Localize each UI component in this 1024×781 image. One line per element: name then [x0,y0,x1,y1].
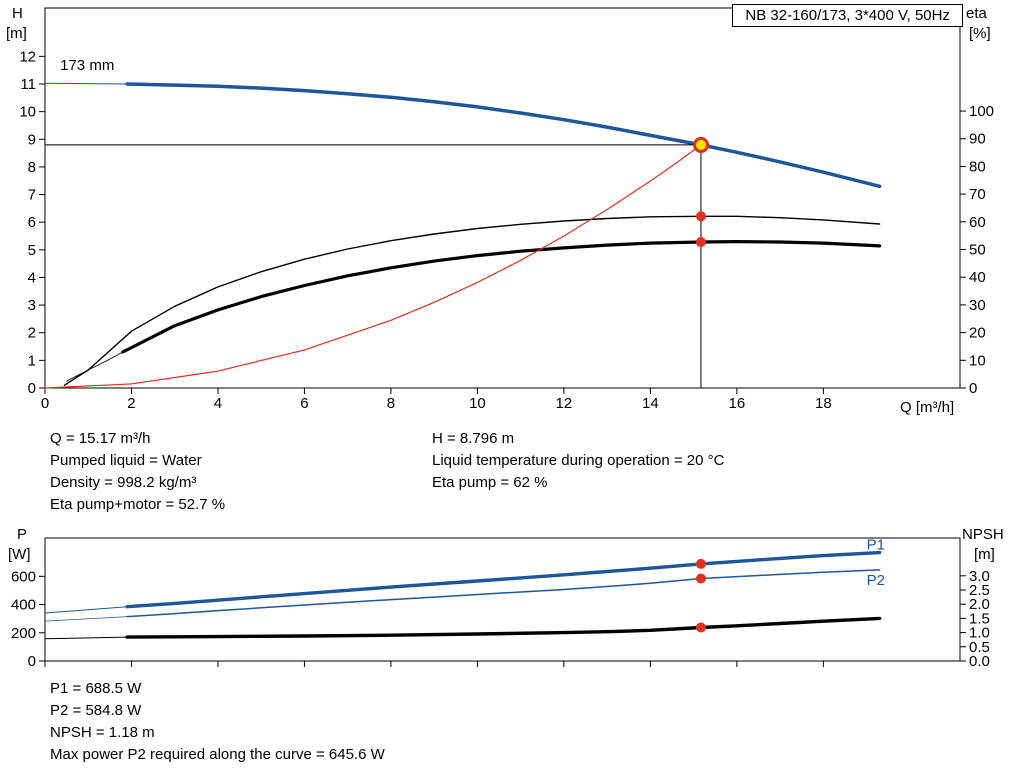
duty-annotations-right: H = 8.796 m Liquid temperature during op… [432,428,724,494]
curve-point-dot [695,211,706,222]
y-left-tick-label: 0 [28,653,36,670]
annotation-npsh: NPSH = 1.18 m [50,724,155,741]
y-right-tick-label: 90 [969,131,986,148]
y-left-tick-label: 5 [28,242,36,259]
y-left-tick-label: 1 [28,352,36,369]
y-right-tick-label: 70 [969,186,986,203]
y-left-tick-label: 12 [19,48,36,65]
series-system-curve [44,144,702,389]
series-h-curve-173mm [125,82,882,189]
series-h-leadin [44,82,128,85]
y-right-tick-label: 10 [969,352,986,369]
chart-1: 0 200 400 600 0.00.51.01.52.02.53.0 P1 P2 [11,537,990,670]
chart-label-173-mm: 173 mm [60,57,114,74]
series-eta-pump-motor [121,240,882,354]
npsh-axis-unit: [m] [974,546,995,563]
x-tick-label: 16 [729,395,746,412]
series-eta-pump-motor-leadin [66,351,124,382]
q-axis-title: Q [m³/h] [900,399,955,416]
plot-frame [44,7,961,389]
annotation-max-power: Max power P2 required along the curve = … [50,746,385,763]
x-tick-label: 18 [815,395,832,412]
pump-model-box: NB 32-160/173, 3*400 V, 50Hz [732,4,963,27]
h-axis-unit: [m] [6,25,27,42]
curve-point-dot [695,573,706,584]
y-right-tick-label: 0.0 [969,653,990,670]
duty-point-marker [692,136,709,153]
y-left-tick-label: 2 [28,325,36,342]
y-right-tick-label: 20 [969,325,986,342]
chart-0: 0 2 4 6 8 10 12 14 16 180123456789101112010203040… [19,7,994,412]
y-left-tick-label: 6 [28,214,36,231]
x-tick-label: 6 [300,395,308,412]
p-axis-title: P [17,526,28,543]
curve-point-dot [695,622,706,633]
y-left-tick-label: 9 [28,131,36,148]
series-p1-leadin [44,606,128,614]
y-left-tick-label: 11 [20,76,36,93]
annotation-pumped-liquid: Pumped liquid = Water [50,452,202,469]
series-npsh-leadin [44,636,128,640]
curve-point-dot [695,237,706,248]
annotation-head: H = 8.796 m [432,430,515,447]
y-left-tick-label: 4 [28,269,36,286]
x-tick-label: 4 [214,395,222,412]
x-tick-label: 14 [642,395,659,412]
series-p1-curve [125,550,882,609]
y-right-tick-label: 60 [969,214,986,231]
y-right-tick-label: 3.0 [969,568,990,585]
npsh-axis-title: NPSH [962,526,1004,543]
y-left-tick-label: 7 [28,187,36,204]
annotation-density: Density = 998.2 kg/m³ [50,474,197,491]
annotation-p2: P2 = 584.8 W [50,702,142,719]
y-left-tick-label: 600 [11,568,36,585]
x-tick-label: 2 [127,395,135,412]
annotation-p1: P1 = 688.5 W [50,680,142,697]
y-right-tick-label: 2.5 [969,582,990,599]
duty-annotations-left: Q = 15.17 m³/h Pumped liquid = Water Den… [50,428,225,516]
y-right-tick-label: 0.5 [969,639,990,656]
series-p2-leadin [44,616,128,622]
plot-frame [44,537,961,662]
annotation-eta-pump: Eta pump = 62 % [432,474,548,491]
chart-label-p1: P1 [867,537,885,554]
curve-point-dot [695,558,706,569]
y-right-tick-label: 2.0 [969,596,990,613]
annotation-eta-pump-motor: Eta pump+motor = 52.7 % [50,496,226,513]
series-p2-curve [126,569,881,618]
y-left-tick-label: 3 [28,297,36,314]
power-annotations: P1 = 688.5 W P2 = 584.8 W NPSH = 1.18 m … [50,678,385,766]
annotation-flow: Q = 15.17 m³/h [50,430,151,447]
eta-axis-unit: [%] [969,25,991,42]
y-right-tick-label: 1.5 [969,610,990,627]
y-left-tick-label: 0 [28,380,36,397]
y-right-tick-label: 30 [969,297,986,314]
y-left-tick-label: 200 [11,625,36,642]
y-left-tick-label: 400 [11,597,36,614]
y-right-tick-label: 1.0 [969,625,990,642]
x-tick-label: 12 [556,395,573,412]
x-tick-label: 8 [387,395,395,412]
p-axis-unit: [W] [8,546,31,563]
chart-label-p2: P2 [867,572,885,589]
y-left-tick-label: 8 [28,159,36,176]
eta-axis-title: eta [966,5,987,22]
y-right-tick-label: 100 [969,103,994,120]
y-right-tick-label: 0 [969,380,977,397]
x-tick-label: 10 [469,395,486,412]
h-axis-title: H [12,5,23,22]
y-right-tick-label: 50 [969,242,986,259]
x-tick-label: 0 [41,395,49,412]
y-right-tick-label: 80 [969,158,986,175]
series-npsh-curve [125,616,882,639]
series-eta-pump [63,215,881,386]
annotation-temperature: Liquid temperature during operation = 20… [432,452,725,469]
y-left-tick-label: 10 [19,104,36,121]
y-right-tick-label: 40 [969,269,986,286]
